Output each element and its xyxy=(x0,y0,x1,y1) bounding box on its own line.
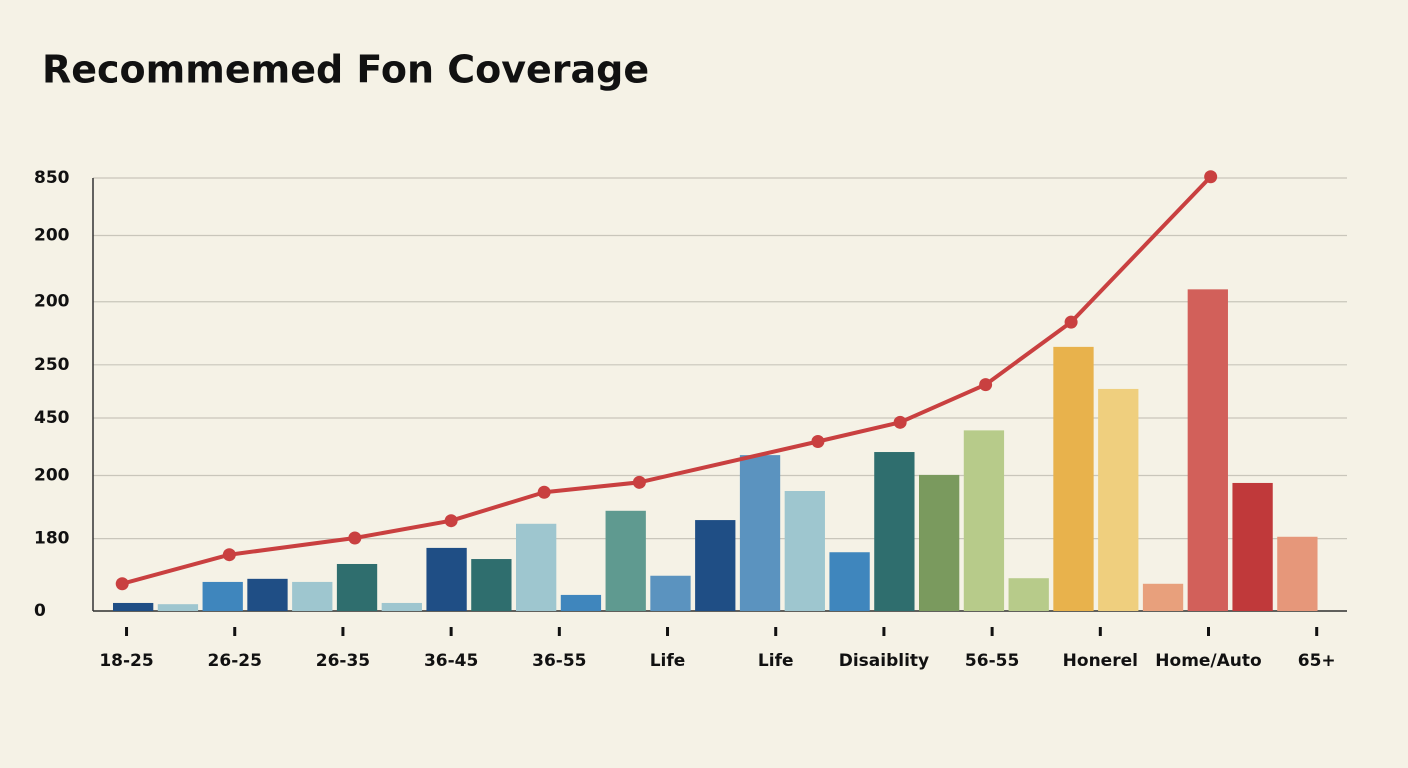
x-tick-label: 18-25 xyxy=(99,651,153,671)
line-point xyxy=(1064,315,1078,329)
bar xyxy=(1008,578,1049,611)
bar xyxy=(650,575,691,611)
line-point xyxy=(537,485,551,499)
x-tick-label: 36-55 xyxy=(532,651,586,671)
x-tick-label: Life xyxy=(758,651,794,671)
bar xyxy=(963,430,1005,611)
bar xyxy=(471,559,512,611)
chart-title: Recommemed Fon Coverage xyxy=(42,48,649,92)
bar xyxy=(157,604,199,611)
bar xyxy=(1277,536,1318,611)
line-point xyxy=(115,577,129,591)
bar xyxy=(695,520,736,611)
y-tick-label: 0 xyxy=(34,601,46,621)
line-point xyxy=(348,531,362,545)
x-tick-label: Life xyxy=(650,651,686,671)
y-tick-label: 850 xyxy=(34,168,70,188)
y-tick-label: 200 xyxy=(34,466,70,486)
x-tick-label: 65+ xyxy=(1298,651,1336,671)
bar xyxy=(1053,346,1094,611)
line-point xyxy=(632,475,646,489)
x-tick-label: Disaiblity xyxy=(839,651,929,671)
bar xyxy=(202,581,243,611)
bar xyxy=(739,455,781,611)
bar xyxy=(516,523,557,611)
bar xyxy=(829,552,870,611)
bar xyxy=(381,602,422,611)
bar xyxy=(113,602,154,611)
y-tick-label: 200 xyxy=(34,226,70,246)
y-tick-label: 200 xyxy=(34,292,70,312)
x-tick-label: Home/Auto xyxy=(1155,651,1261,671)
bar xyxy=(426,547,467,611)
x-tick-label: 26-35 xyxy=(316,651,370,671)
line-point xyxy=(1204,170,1218,184)
bar xyxy=(1232,482,1273,611)
x-tick-label: 36-45 xyxy=(424,651,478,671)
line-point xyxy=(811,435,825,449)
bar xyxy=(1187,289,1228,611)
line-point xyxy=(979,378,993,392)
bar xyxy=(292,581,333,611)
bar xyxy=(1098,388,1139,611)
x-tick-label: 26-25 xyxy=(208,651,262,671)
bar xyxy=(919,474,960,611)
bar xyxy=(605,510,646,611)
bar xyxy=(784,490,825,611)
line-point xyxy=(444,514,458,528)
x-tick-label: 56-55 xyxy=(965,651,1019,671)
line-point xyxy=(893,415,907,429)
line-point xyxy=(222,548,236,562)
y-tick-label: 250 xyxy=(34,355,70,375)
x-tick-label: Honerel xyxy=(1063,651,1138,671)
y-tick-label: 450 xyxy=(34,408,70,428)
y-tick-label: 180 xyxy=(34,529,70,549)
bar xyxy=(874,452,915,611)
bar xyxy=(247,578,288,611)
bar xyxy=(560,594,602,611)
bar xyxy=(336,563,378,611)
bar xyxy=(1142,583,1184,611)
